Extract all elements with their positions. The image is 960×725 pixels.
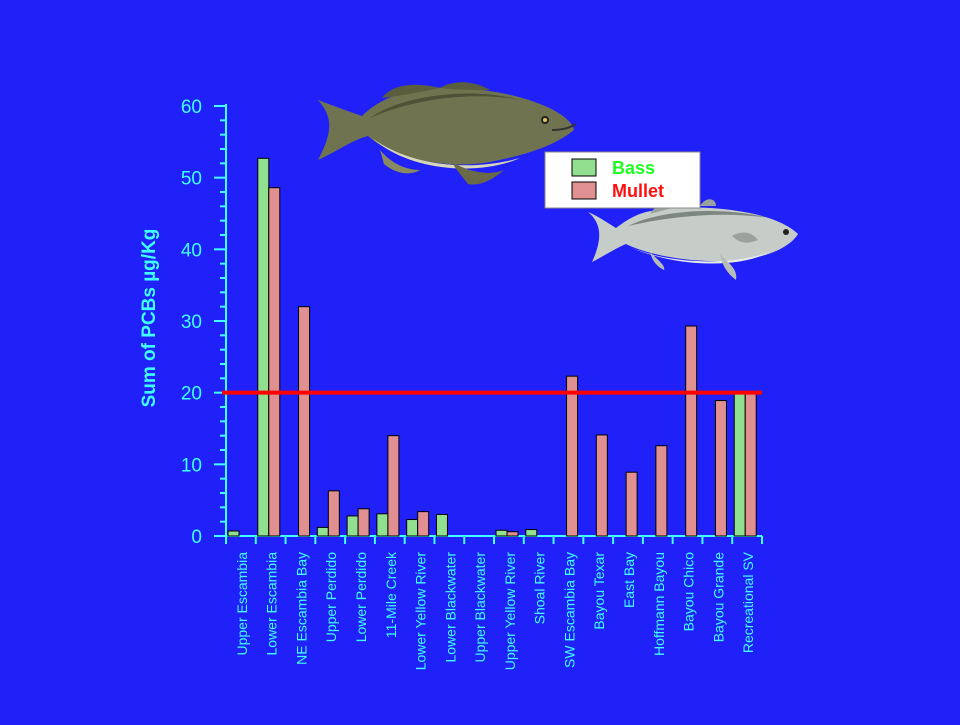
bar-mullet-14 [655,445,668,537]
axes-layer: 0 10 20 30 40 50 60 [181,97,763,548]
bar-mullet-11 [566,375,579,537]
legend-label-bass: Bass [612,158,655,178]
y-tick-label-20: 20 [181,384,202,405]
category-label-15: Bayou Chico [681,552,697,632]
bar-mullet-17 [744,392,757,537]
bar-mullet-4 [357,508,370,537]
bar-mullet-9 [506,531,519,537]
bar-bass-1 [257,157,270,537]
category-label-2: NE Escambia Bay [293,552,309,665]
bar-bass-7 [435,514,448,537]
legend-swatch-mullet [571,181,597,200]
legend-swatch-bass [571,158,597,177]
y-tick-label-60: 60 [181,97,202,118]
bar-mullet-2 [298,306,311,537]
bar-bass-0 [227,530,240,537]
category-label-7: Lower Blackwater [442,552,458,663]
category-label-14: Hoffmann Bayou [651,552,667,656]
bars-layer [227,157,757,537]
y-tick-label-10: 10 [181,455,202,476]
bar-bass-9 [495,529,508,537]
bar-mullet-12 [595,434,608,537]
category-label-3: Upper Perdido [323,552,339,642]
category-label-17: Recreational SV [740,551,756,653]
mullet-fish-image [588,199,798,280]
legend-label-mullet: Mullet [612,181,664,201]
category-label-13: East Bay [621,552,637,608]
y-tick-label-0: 0 [191,527,202,548]
category-label-6: Lower Yellow River [413,552,429,671]
category-label-16: Bayou Grande [710,552,726,642]
category-labels-layer: Upper Escambia Lower Escambia NE Escambia … [234,551,756,670]
bar-bass-4 [346,515,359,537]
bar-bass-17 [733,392,746,537]
category-label-0: Upper Escambia [234,552,250,656]
bar-mullet-16 [714,400,727,537]
y-tick-label-50: 50 [181,169,202,190]
category-label-10: Shoal River [532,552,548,625]
bar-mullet-6 [417,511,430,537]
category-label-4: Lower Perdido [353,552,369,642]
largemouth-bass-image [318,82,577,185]
category-label-12: Bayou Texar [591,552,607,630]
y-tick-label-40: 40 [181,240,202,261]
bar-mullet-3 [327,490,340,537]
bar-mullet-1 [268,187,281,537]
bar-mullet-15 [685,325,698,537]
y-axis-label: Sum of PCBs µg/Kg [139,229,160,408]
category-label-5: 11-Mile Creek [383,551,399,638]
legend-box [544,151,701,209]
bar-bass-6 [406,519,419,537]
category-label-11: SW Escambia Bay [561,552,577,668]
legend: Bass Mullet [544,151,701,209]
category-label-9: Upper Yellow River [502,552,518,671]
y-tick-label-30: 30 [181,312,202,333]
category-label-8: Upper Blackwater [472,552,488,663]
category-label-1: Lower Escambia [264,552,280,656]
bar-mullet-13 [625,471,638,537]
bar-bass-10 [525,529,538,537]
bar-bass-3 [316,526,329,537]
bar-bass-5 [376,513,389,537]
bar-mullet-5 [387,435,400,537]
